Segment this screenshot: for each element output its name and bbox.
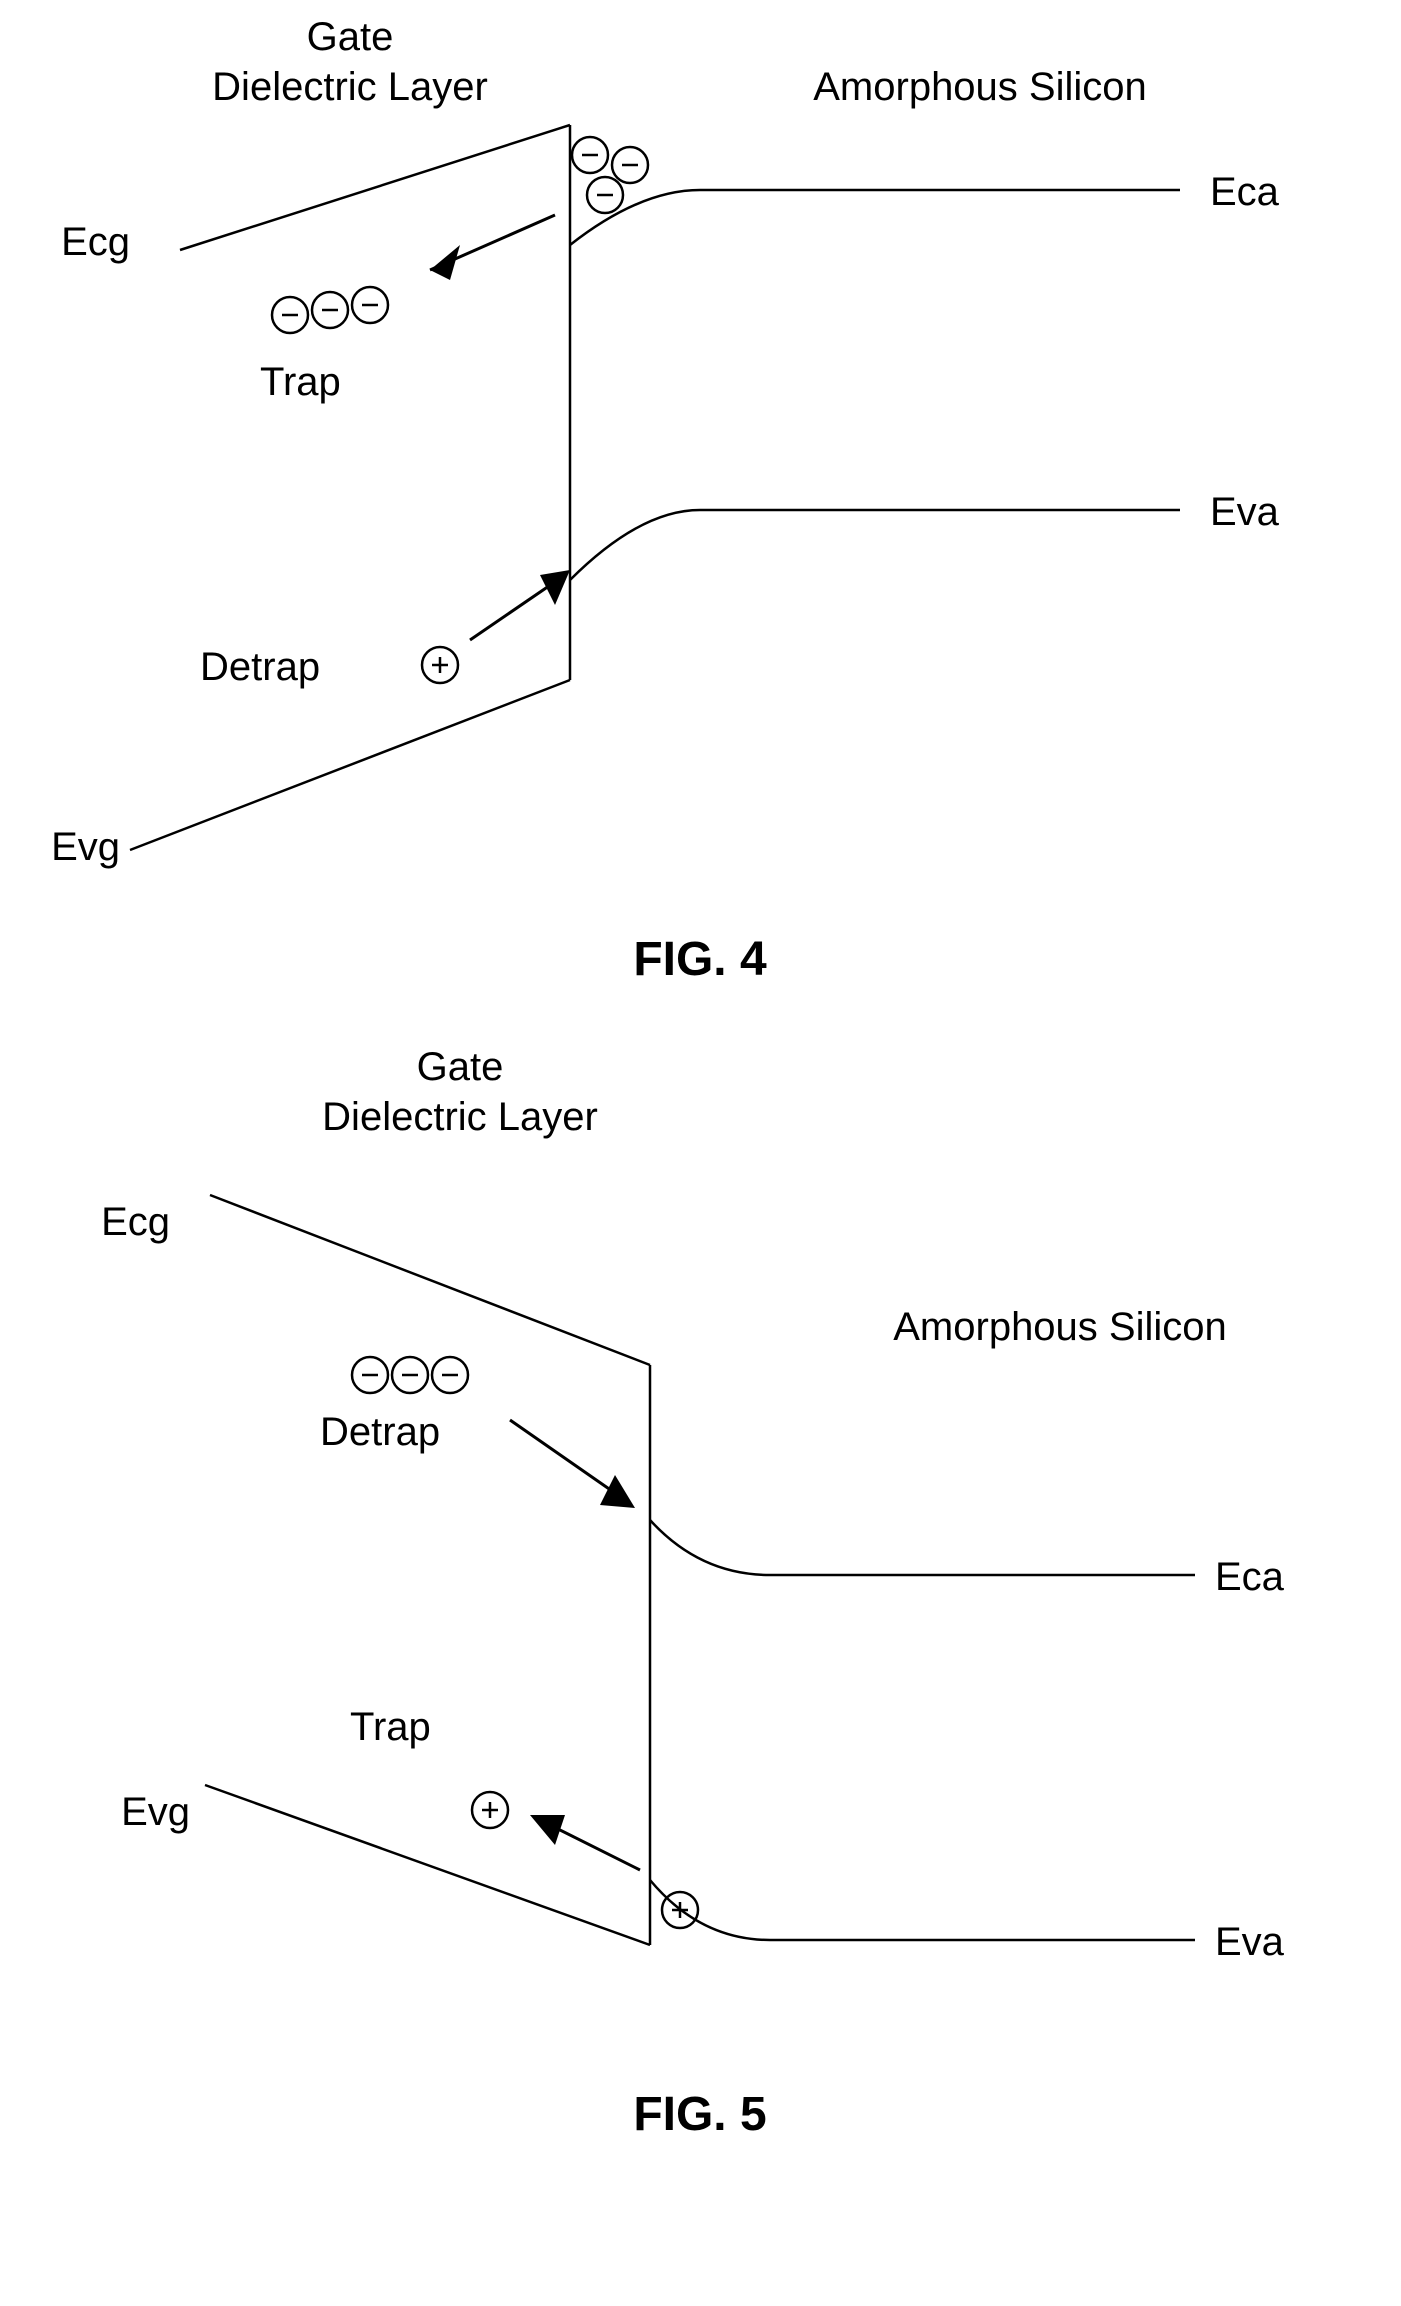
- fig4-ecg-line: [180, 125, 570, 250]
- fig5-detrap-label: Detrap: [320, 1410, 440, 1454]
- fig5-dielectric-label: Dielectric Layer: [322, 1095, 598, 1139]
- fig4-evg-label: Evg: [51, 825, 120, 869]
- figure-5: Gate Dielectric Layer Amorphous Silicon …: [0, 1020, 1401, 2180]
- fig4-amorphous-label: Amorphous Silicon: [813, 65, 1147, 109]
- fig5-eva-line: [650, 1880, 1195, 1940]
- fig5-amorphous-label: Amorphous Silicon: [893, 1305, 1227, 1349]
- fig5-eva-label: Eva: [1215, 1920, 1285, 1964]
- fig4-eva-line: [570, 510, 1180, 580]
- fig4-ecg-label: Ecg: [61, 220, 130, 264]
- fig4-dielectric-label: Dielectric Layer: [212, 65, 488, 109]
- fig5-evg-line: [205, 1785, 650, 1945]
- fig4-trap-label: Trap: [260, 360, 341, 404]
- fig5-caption: FIG. 5: [633, 2088, 766, 2141]
- fig5-gate-label: Gate: [417, 1045, 504, 1089]
- figure-4: Gate Dielectric Layer Amorphous Silicon …: [0, 0, 1401, 1020]
- fig4-svg: Gate Dielectric Layer Amorphous Silicon …: [0, 0, 1401, 1020]
- fig5-ecg-label: Ecg: [101, 1200, 170, 1244]
- fig4-eca-line: [570, 190, 1180, 245]
- fig5-evg-label: Evg: [121, 1790, 190, 1834]
- fig4-eva-label: Eva: [1210, 490, 1280, 534]
- fig4-eca-label: Eca: [1210, 170, 1280, 214]
- fig4-detrap-label: Detrap: [200, 645, 320, 689]
- fig5-eca-line: [650, 1520, 1195, 1575]
- fig5-detrap-arrow: [510, 1420, 625, 1500]
- fig5-ecg-top-line: [210, 1195, 650, 1365]
- fig5-eca-label: Eca: [1215, 1555, 1285, 1599]
- fig5-trap-label: Trap: [350, 1705, 431, 1749]
- fig4-gate-label: Gate: [307, 15, 394, 59]
- fig5-svg: Gate Dielectric Layer Amorphous Silicon …: [0, 1020, 1401, 2180]
- fig4-caption: FIG. 4: [633, 933, 767, 986]
- fig4-evg-line: [130, 680, 570, 850]
